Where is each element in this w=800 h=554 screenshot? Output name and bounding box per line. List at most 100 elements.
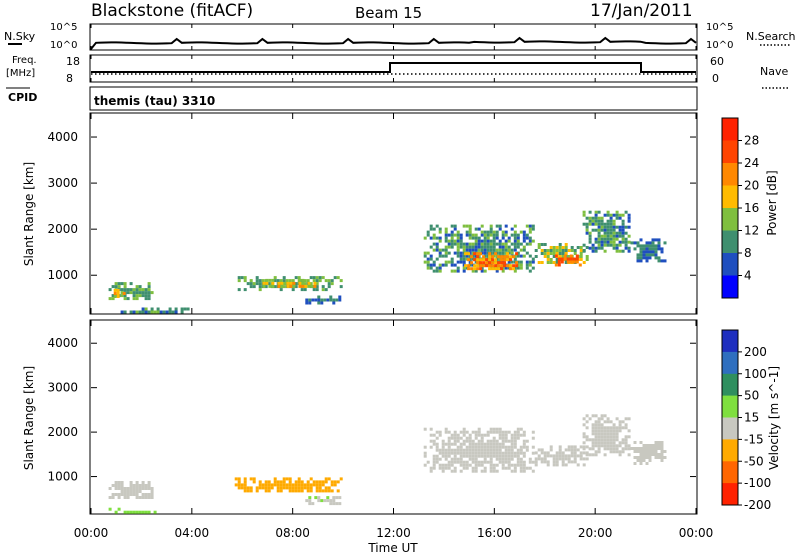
echo-cell [312,279,316,283]
echo-cell [450,433,454,437]
echo-cell [606,228,610,232]
echo-cell [489,439,493,443]
echo-cell [435,257,439,261]
echo-cell [543,249,547,252]
echo-cell [123,282,127,286]
echo-cell [470,261,474,265]
echo-cell [510,242,514,246]
echo-cell [462,463,466,467]
echo-cell [453,263,457,267]
echo-cell [558,457,562,461]
echo-cell [492,463,496,467]
echo-cell [509,255,513,259]
echo-cell [594,216,598,220]
echo-cell [483,466,487,470]
echo-cell [483,248,487,252]
echo-cell [594,423,598,427]
echo-cell [585,216,589,220]
echo-cell [615,426,619,430]
echo-cell [120,484,124,487]
echo-cell [483,254,487,258]
echo-cell [492,254,496,258]
echo-cell [621,234,625,238]
echo-cell [474,245,478,249]
echo-cell [297,276,301,280]
echo-cell [132,294,136,298]
colorbar-cell [722,253,738,276]
echo-cell [506,255,510,259]
echo-cell [462,466,466,470]
echo-cell [289,284,293,288]
echo-cell [471,460,475,464]
echo-cell [429,224,433,228]
echo-cell [633,241,637,245]
echo-cell [648,444,652,447]
echo-cell [450,469,454,473]
echo-cell [525,224,529,228]
echo-cell [113,292,117,295]
echo-cell [183,307,187,311]
echo-cell [504,224,508,228]
echo-cell [147,310,151,314]
echo-cell [294,483,298,487]
echo-cell [432,233,436,237]
echo-cell [504,266,508,270]
echo-cell [519,230,523,234]
noise-panel: N.Sky 10^5 10^0 10^5 10^0 N.Search [4,22,796,51]
echo-cell [482,255,486,259]
echo-cell [534,451,538,455]
echo-cell [306,483,310,487]
echo-cell [513,445,517,449]
echo-cell [438,227,442,231]
echo-cell [120,487,124,490]
echo-cell [426,230,430,234]
echo-cell [480,448,484,452]
echo-cell [648,456,652,459]
echo-cell [308,298,312,302]
echo-cell [303,288,307,292]
echo-cell [126,490,130,493]
echo-cell [501,451,505,455]
echo-cell [615,447,619,451]
noise-right-tick-top: 10^5 [706,22,733,33]
echo-cell [552,252,556,255]
echo-cell [591,246,595,250]
echo-cell [123,297,127,301]
echo-cell [462,460,466,464]
echo-cell [488,267,492,271]
echo-cell [609,243,613,247]
echo-cell [555,249,559,252]
echo-cell [591,222,595,226]
echo-cell [303,282,307,286]
echo-cell [528,242,532,246]
echo-cell [324,486,328,490]
echo-cell [606,243,610,247]
echo-cell [507,248,511,252]
echo-cell [609,231,613,235]
echo-cell [603,240,607,244]
echo-cell [549,448,553,452]
echo-cell [549,261,553,264]
echo-cell [516,245,520,249]
echo-cell [324,279,328,283]
echo-cell [597,435,601,439]
echo-cell [135,493,139,496]
echo-cell [585,228,589,232]
echo-cell [432,457,436,461]
echo-cell [486,445,490,449]
echo-cell [315,282,319,286]
echo-cell [519,445,523,449]
echo-cell [476,261,480,265]
colorbar-cell [722,163,738,186]
echo-cell [453,466,457,470]
echo-cell [450,451,454,455]
echo-cell [510,442,514,446]
echo-cell [459,239,463,243]
echo-cell [468,245,472,249]
echo-cell [498,427,502,431]
echo-cell [432,263,436,267]
echo-cell [516,239,520,243]
echo-cell [645,450,649,453]
